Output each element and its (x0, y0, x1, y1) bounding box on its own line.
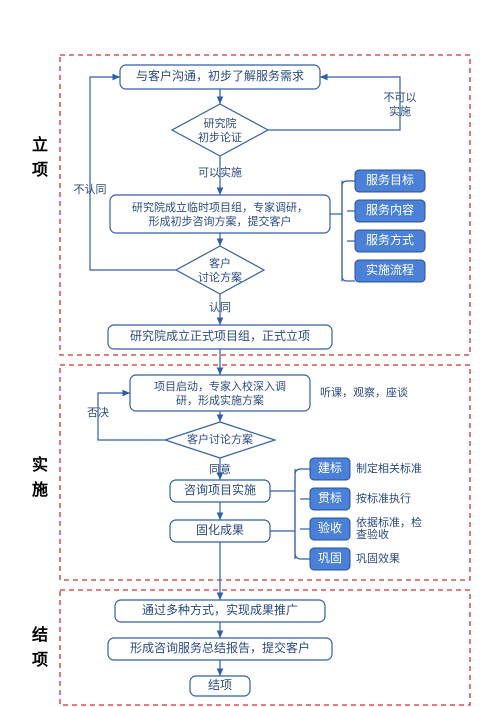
section-1-label-a: 立 (32, 135, 48, 154)
label-n6-right: 听课，观察，座谈 (320, 385, 408, 399)
bp1-2: 服务方式 (366, 232, 414, 247)
section-2-label-a: 实 (32, 455, 48, 474)
bp2-2d1: 依据标准，检 (356, 515, 422, 529)
node-n6-l2: 研，形成实施方案 (176, 393, 264, 407)
node-n1-text: 与客户沟通，初步了解服务需求 (136, 68, 304, 83)
node-n4-l1: 客户 (209, 256, 231, 270)
node-n4 (176, 246, 264, 294)
bp2-2d2: 查验收 (356, 527, 389, 541)
node-n2 (172, 104, 268, 156)
node-n6-l1: 项目启动，专家入校深入调 (154, 379, 286, 393)
label-n2-right-a: 不可以 (384, 92, 417, 104)
label-n4-down: 认同 (209, 301, 231, 314)
node-n5-text: 研究院成立正式项目组，正式立项 (130, 328, 310, 343)
section-3-label-b: 项 (32, 651, 48, 669)
node-n8-text: 咨询项目实施 (184, 482, 256, 497)
bracket1 (342, 181, 355, 281)
label-n7-left: 否决 (87, 406, 109, 419)
blue-panel-1: 服务目标 服务内容 服务方式 实施流程 (355, 170, 425, 282)
section-1-label-b: 项 (32, 161, 48, 179)
blue-panel-2: 建标 制定相关标准 贯标 按标准执行 验收 依据标准，检 查验收 巩固 巩固效果 (310, 458, 422, 570)
label-n2-right-b: 实施 (389, 104, 411, 118)
node-n4-l2: 讨论方案 (198, 270, 242, 284)
bp1-1: 服务内容 (366, 202, 414, 217)
bp2-1d: 按标准执行 (356, 491, 411, 505)
node-n3-l1: 研究院成立临时项目组，专家调研， (132, 200, 308, 214)
label-n3-left: 不认同 (74, 183, 107, 196)
bp1-0: 服务目标 (366, 172, 414, 187)
flowchart-canvas: 立 项 实 施 结 项 可以实施 不可以 实施 不认同 认同 否决 同意 听课，… (0, 0, 500, 707)
bp2-2: 验收 (318, 520, 342, 535)
bracket2 (295, 469, 310, 559)
node-n12-text: 结项 (208, 678, 232, 692)
bp2-3: 巩固 (318, 551, 342, 565)
node-n2-l2: 初步论证 (198, 130, 242, 144)
bp2-1: 贯标 (318, 491, 342, 505)
node-n9-text: 固化成果 (196, 523, 244, 537)
node-n3-l2: 形成初步咨询方案，提交客户 (149, 214, 292, 228)
node-n11-text: 形成咨询服务总结报告，提交客户 (130, 640, 310, 655)
node-n10-text: 通过多种方式，实现成果推广 (142, 602, 298, 617)
label-n2-down: 可以实施 (198, 165, 242, 179)
section-3-label-a: 结 (31, 625, 48, 644)
node-n2-l1: 研究院 (204, 116, 237, 130)
bp2-0d: 制定相关标准 (356, 461, 422, 475)
arrow-n4-reject (90, 77, 176, 270)
section-2-label-b: 施 (32, 480, 48, 499)
bp1-3: 实施流程 (366, 262, 414, 277)
bp2-0: 建标 (318, 461, 342, 475)
label-n7-down: 同意 (209, 462, 231, 476)
node-n7-text: 客户讨论方案 (187, 432, 253, 446)
bp2-3d: 巩固效果 (356, 551, 400, 565)
